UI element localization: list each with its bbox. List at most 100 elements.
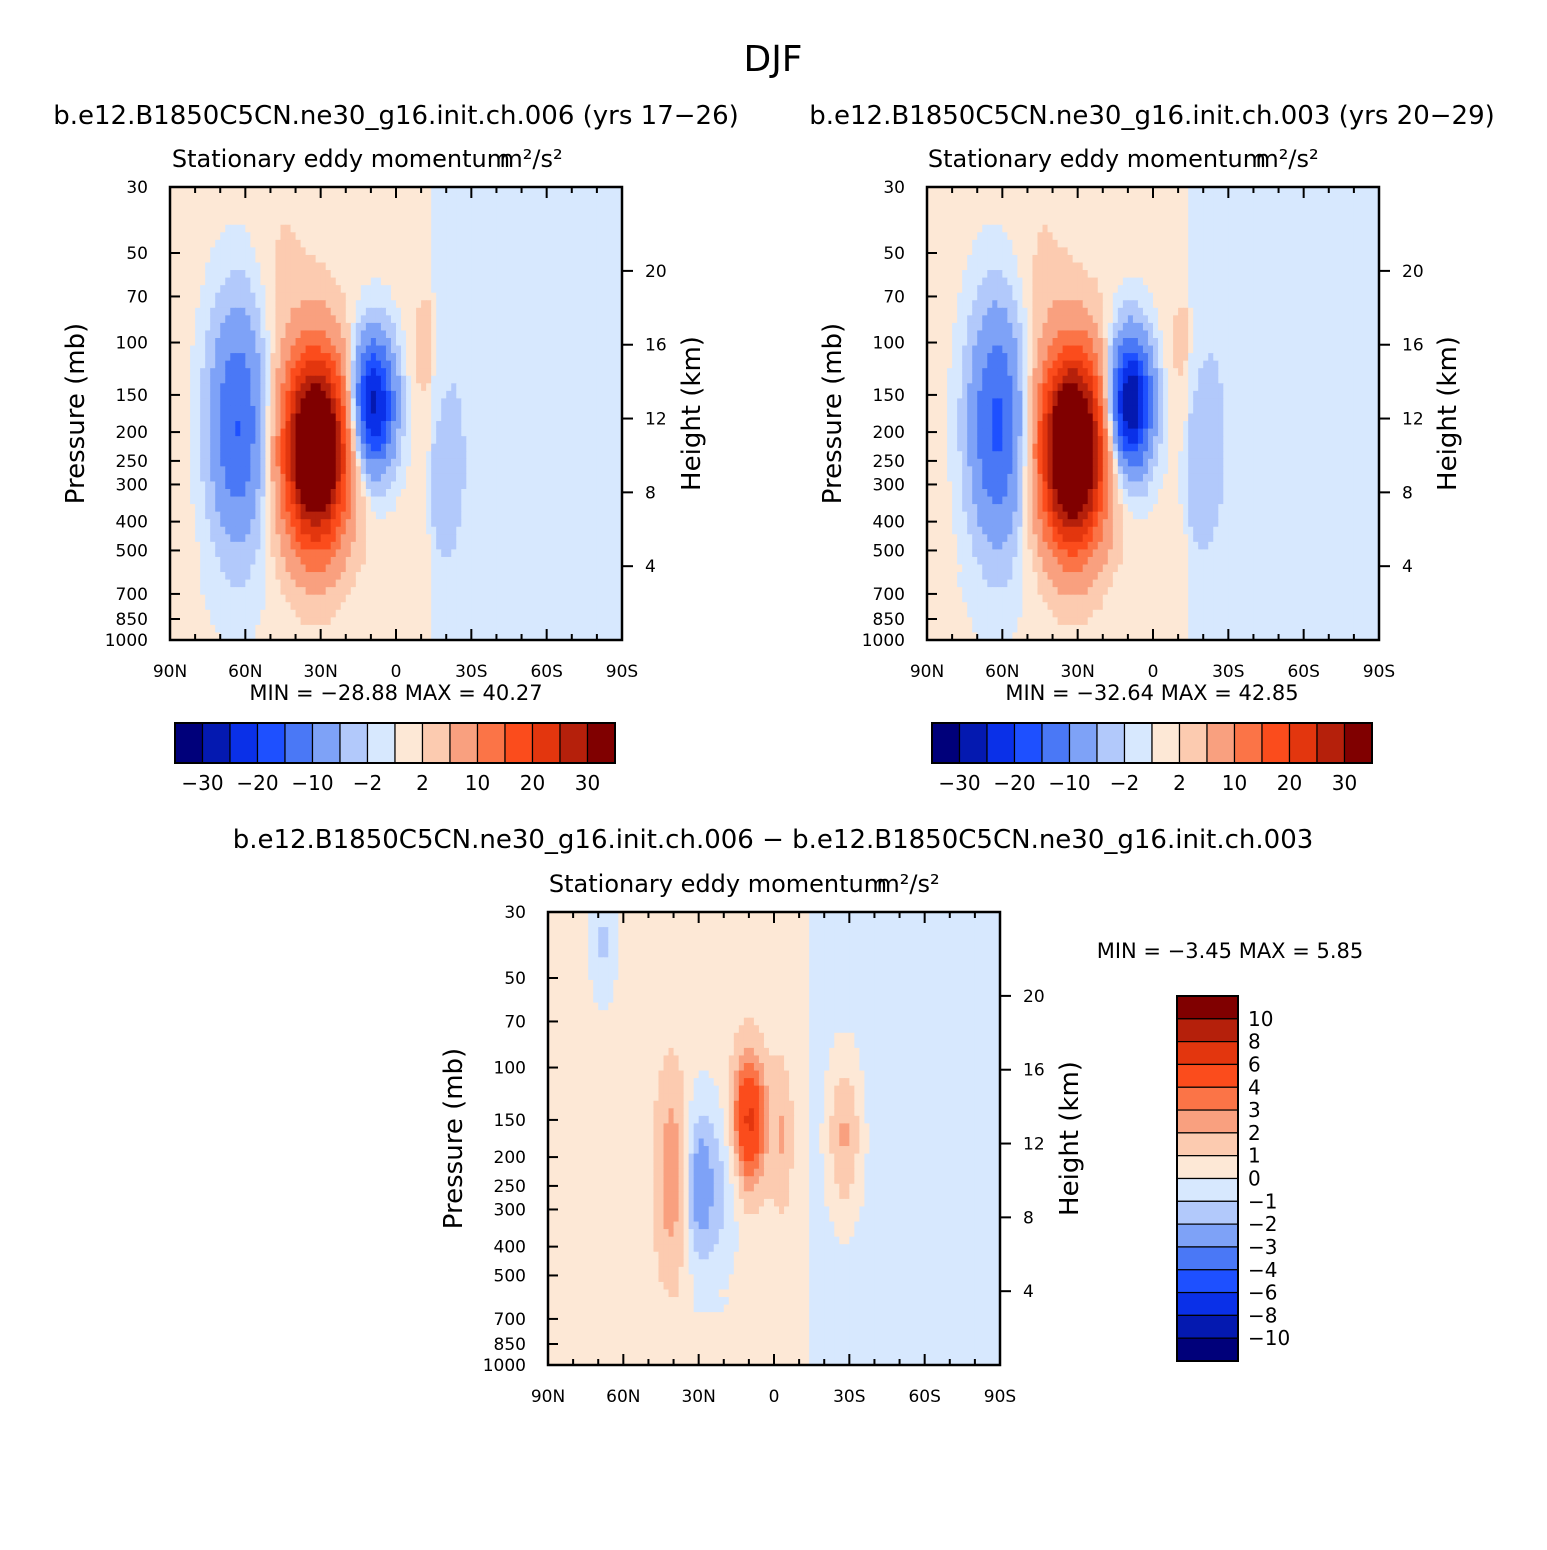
field-cell [476,579,482,588]
field-cell [551,232,558,241]
field-cell [210,451,216,460]
field-cell [411,587,417,596]
field-cell [506,541,513,550]
field-cell [591,549,598,558]
field-cell [461,526,467,535]
field-cell [275,451,282,460]
field-cell [360,202,367,211]
field-cell [576,232,583,241]
field-cell [225,330,231,339]
field-cell [526,300,533,309]
field-cell [195,496,201,505]
field-cell [431,368,437,377]
field-cell [365,254,372,264]
field-cell [496,436,503,445]
field-cell [401,285,407,294]
field-cell [335,541,342,550]
field-cell [285,194,292,203]
field-cell [315,519,322,528]
field-cell [355,587,362,596]
field-cell [320,254,327,264]
field-cell [305,579,312,588]
field-cell [556,239,563,248]
field-cell [170,270,176,279]
field-cell [601,383,608,392]
field-cell [441,572,447,581]
field-cell [260,307,267,316]
field-cell [225,473,231,483]
field-cell [295,209,302,218]
field-cell [476,209,482,218]
field-cell [441,292,447,301]
field-cell [526,232,533,241]
field-cell [451,224,457,233]
field-cell [385,511,392,520]
field-cell [270,405,277,415]
field-cell [270,239,277,248]
field-cell [170,587,176,596]
field-cell [461,504,467,513]
field-cell [511,489,518,498]
field-cell [365,277,372,286]
field-cell [501,519,508,528]
field-cell [290,353,297,362]
field-cell [601,360,608,369]
field-cell [260,398,267,407]
field-cell [516,383,523,392]
field-cell [436,504,442,513]
field-cell [270,587,277,596]
field-cell [380,541,387,550]
field-cell [245,594,251,603]
field-cell [220,549,226,558]
field-cell [521,254,528,264]
field-cell [546,443,553,452]
field-cell [380,458,387,467]
field-cell [516,443,523,452]
field-cell [461,405,467,415]
field-cell [260,383,267,392]
field-cell [380,511,387,520]
field-cell [305,473,312,483]
field-cell [491,436,498,445]
field-cell [416,285,422,294]
field-cell [180,187,186,196]
field-cell [416,390,422,399]
field-cell [421,534,427,543]
field-cell [370,594,377,603]
field-cell [315,187,322,196]
field-cell [586,368,593,377]
field-cell [325,556,332,566]
field-cell [416,519,422,528]
field-cell [360,466,367,475]
field-cell [611,345,618,354]
field-cell [601,579,608,588]
field-cell [390,496,397,505]
field-cell [255,277,261,286]
field-cell [476,572,482,581]
field-cell [300,496,307,505]
field-cell [471,519,477,528]
field-cell [330,345,337,354]
field-cell [365,443,372,452]
field-cell [506,504,513,513]
field-cell [506,239,513,248]
field-cell [586,405,593,415]
field-cell [380,405,387,415]
field-cell [601,375,608,384]
field-cell [250,307,256,316]
field-cell [566,496,573,505]
field-cell [230,232,236,241]
field-cell [220,496,226,505]
field-cell [170,526,176,535]
field-cell [335,526,342,535]
field-cell [185,541,191,550]
field-cell [596,549,603,558]
field-cell [185,443,191,452]
field-cell [340,247,347,256]
field-cell [586,541,593,550]
field-cell [330,526,337,535]
field-cell [375,519,382,528]
field-cell [461,443,467,452]
field-cell [280,496,287,505]
field-cell [195,224,201,233]
